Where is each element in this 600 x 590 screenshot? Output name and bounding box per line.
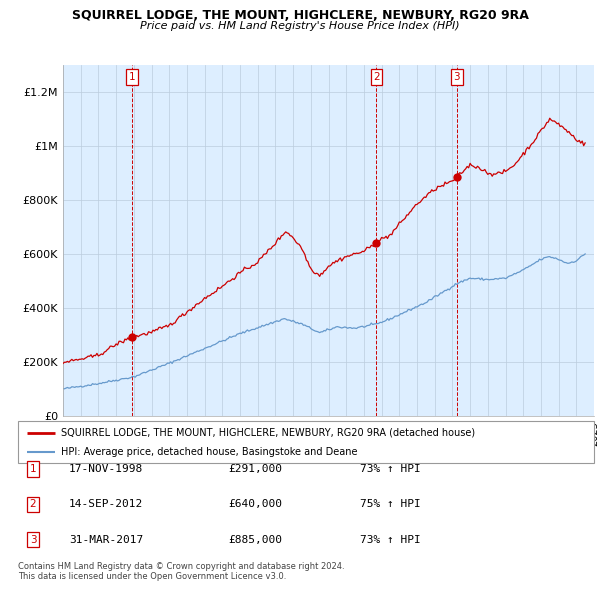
Text: 1: 1 — [128, 72, 135, 82]
Text: 2: 2 — [373, 72, 380, 82]
Text: SQUIRREL LODGE, THE MOUNT, HIGHCLERE, NEWBURY, RG20 9RA (detached house): SQUIRREL LODGE, THE MOUNT, HIGHCLERE, NE… — [61, 428, 475, 438]
Text: This data is licensed under the Open Government Licence v3.0.: This data is licensed under the Open Gov… — [18, 572, 286, 581]
Text: 1: 1 — [29, 464, 37, 474]
FancyBboxPatch shape — [18, 421, 594, 463]
Text: £885,000: £885,000 — [228, 535, 282, 545]
Text: SQUIRREL LODGE, THE MOUNT, HIGHCLERE, NEWBURY, RG20 9RA: SQUIRREL LODGE, THE MOUNT, HIGHCLERE, NE… — [71, 9, 529, 22]
Text: Price paid vs. HM Land Registry's House Price Index (HPI): Price paid vs. HM Land Registry's House … — [140, 21, 460, 31]
Text: HPI: Average price, detached house, Basingstoke and Deane: HPI: Average price, detached house, Basi… — [61, 447, 358, 457]
Text: 31-MAR-2017: 31-MAR-2017 — [69, 535, 143, 545]
Text: Contains HM Land Registry data © Crown copyright and database right 2024.: Contains HM Land Registry data © Crown c… — [18, 562, 344, 571]
Text: 2: 2 — [29, 500, 37, 509]
Text: 75% ↑ HPI: 75% ↑ HPI — [360, 500, 421, 509]
Text: 73% ↑ HPI: 73% ↑ HPI — [360, 464, 421, 474]
Text: £291,000: £291,000 — [228, 464, 282, 474]
Text: 73% ↑ HPI: 73% ↑ HPI — [360, 535, 421, 545]
Text: 14-SEP-2012: 14-SEP-2012 — [69, 500, 143, 509]
Text: 17-NOV-1998: 17-NOV-1998 — [69, 464, 143, 474]
Text: £640,000: £640,000 — [228, 500, 282, 509]
Text: 3: 3 — [454, 72, 460, 82]
Text: 3: 3 — [29, 535, 37, 545]
